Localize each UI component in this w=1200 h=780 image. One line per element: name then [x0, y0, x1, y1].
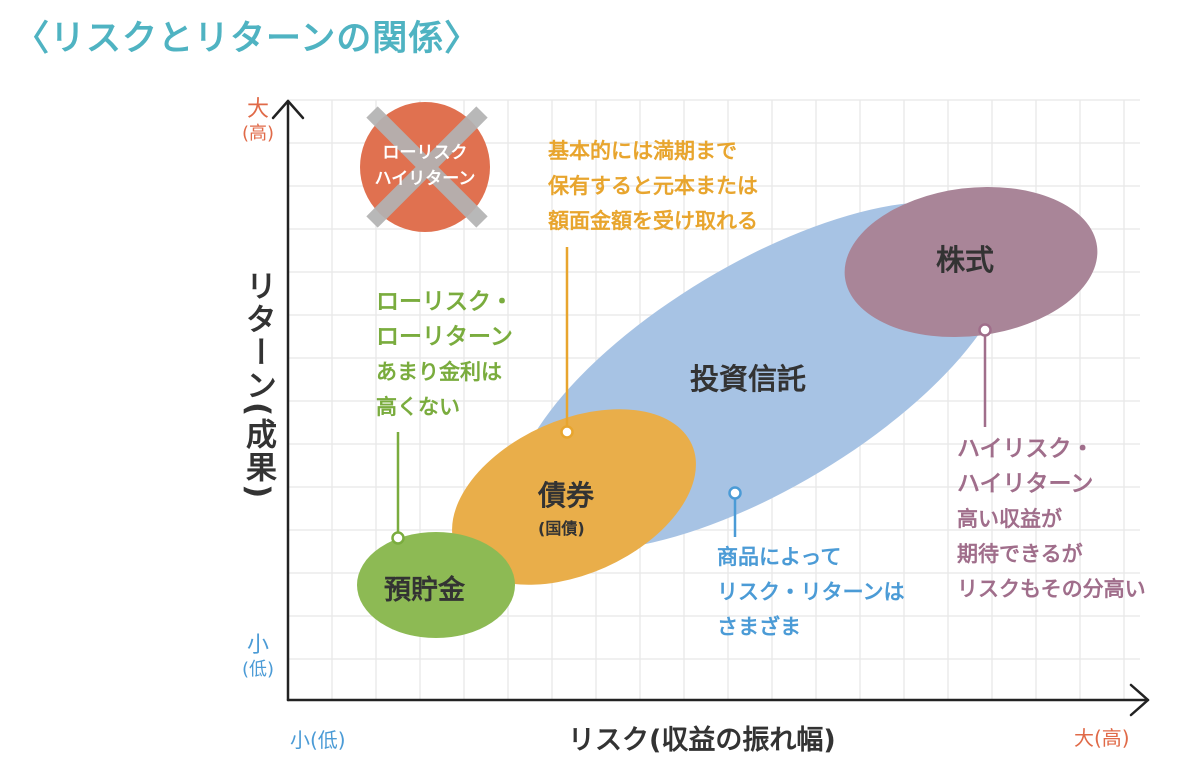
deposit-note-line-3: あまり金利は	[376, 360, 502, 384]
stock-note-line-5: リスクもその分高い	[957, 577, 1146, 601]
connector-lines	[391, 247, 992, 545]
bond-note: 基本的には満期まで 保有すると元本または 額面金額を受け取れる	[548, 134, 758, 239]
bond-label: 債券	[538, 479, 595, 512]
page-title: 〈リスクとリターンの関係〉	[14, 19, 481, 59]
stock-connector-dot	[978, 323, 992, 337]
axes	[271, 99, 1150, 717]
x-axis-arrow	[1129, 683, 1150, 717]
deposit-ellipse	[357, 532, 515, 638]
y-axis-arrow	[271, 99, 305, 120]
deposit-note: ローリスク・ ローリターン あまり金利は 高くない	[376, 285, 514, 425]
trust-connector-dot	[728, 486, 742, 500]
no-badge-line-1: ローリスク	[382, 143, 468, 163]
trust-note-line-3: さまざま	[717, 615, 801, 639]
deposit-note-line-4: 高くない	[376, 395, 460, 419]
trust-note: 商品によって リスク・リターンは さまざま	[717, 540, 905, 645]
deposit-connector-dot	[391, 531, 405, 545]
bond-note-line-3: 額面金額を受け取れる	[548, 209, 758, 233]
bond-note-line-1: 基本的には満期まで	[548, 139, 737, 163]
y-axis-high-label: 大 (高)	[242, 98, 274, 146]
stock-ellipse	[844, 186, 1098, 338]
y-axis-high-word: 大	[247, 97, 270, 122]
y-axis-title: リターン(成果)	[240, 270, 276, 501]
y-axis-low-word: 小	[247, 633, 270, 658]
investment-trust-label: 投資信託	[690, 362, 807, 396]
stock-note-line-3: 高い収益が	[957, 507, 1062, 531]
no-badge-line-2: ハイリターン	[374, 169, 476, 189]
stock-label: 株式	[936, 243, 995, 277]
deposit-label: 預貯金	[384, 575, 465, 606]
deposit-note-line-2: ローリターン	[376, 324, 513, 350]
x-axis-high-label: 大(高)	[1074, 726, 1130, 750]
deposit-note-line-1: ローリスク・	[376, 289, 514, 315]
bond-sublabel: (国債)	[538, 519, 585, 538]
stock-note-line-4: 期待できるが	[957, 542, 1083, 566]
trust-note-line-2: リスク・リターンは	[717, 580, 905, 604]
stock-note: ハイリスク・ ハイリターン 高い収益が 期待できるが リスクもその分高い	[957, 432, 1146, 607]
cross-mark-icon	[366, 106, 488, 228]
y-axis-low-paren: (低)	[242, 659, 275, 680]
stock-note-line-2: ハイリターン	[957, 471, 1094, 497]
stock-note-line-1: ハイリスク・	[957, 436, 1095, 462]
no-badge-text: ローリスク ハイリターン	[350, 140, 500, 192]
x-axis-low-label: 小(低)	[290, 728, 346, 752]
x-axis-title: リスク(収益の振れ幅)	[568, 725, 836, 756]
y-axis-low-label: 小 (低)	[242, 634, 274, 682]
y-axis-high-paren: (高)	[242, 123, 275, 144]
bond-ellipse	[452, 409, 696, 585]
bond-connector-dot	[560, 425, 574, 439]
bond-note-line-2: 保有すると元本または	[548, 174, 758, 198]
trust-note-line-1: 商品によって	[717, 545, 842, 569]
